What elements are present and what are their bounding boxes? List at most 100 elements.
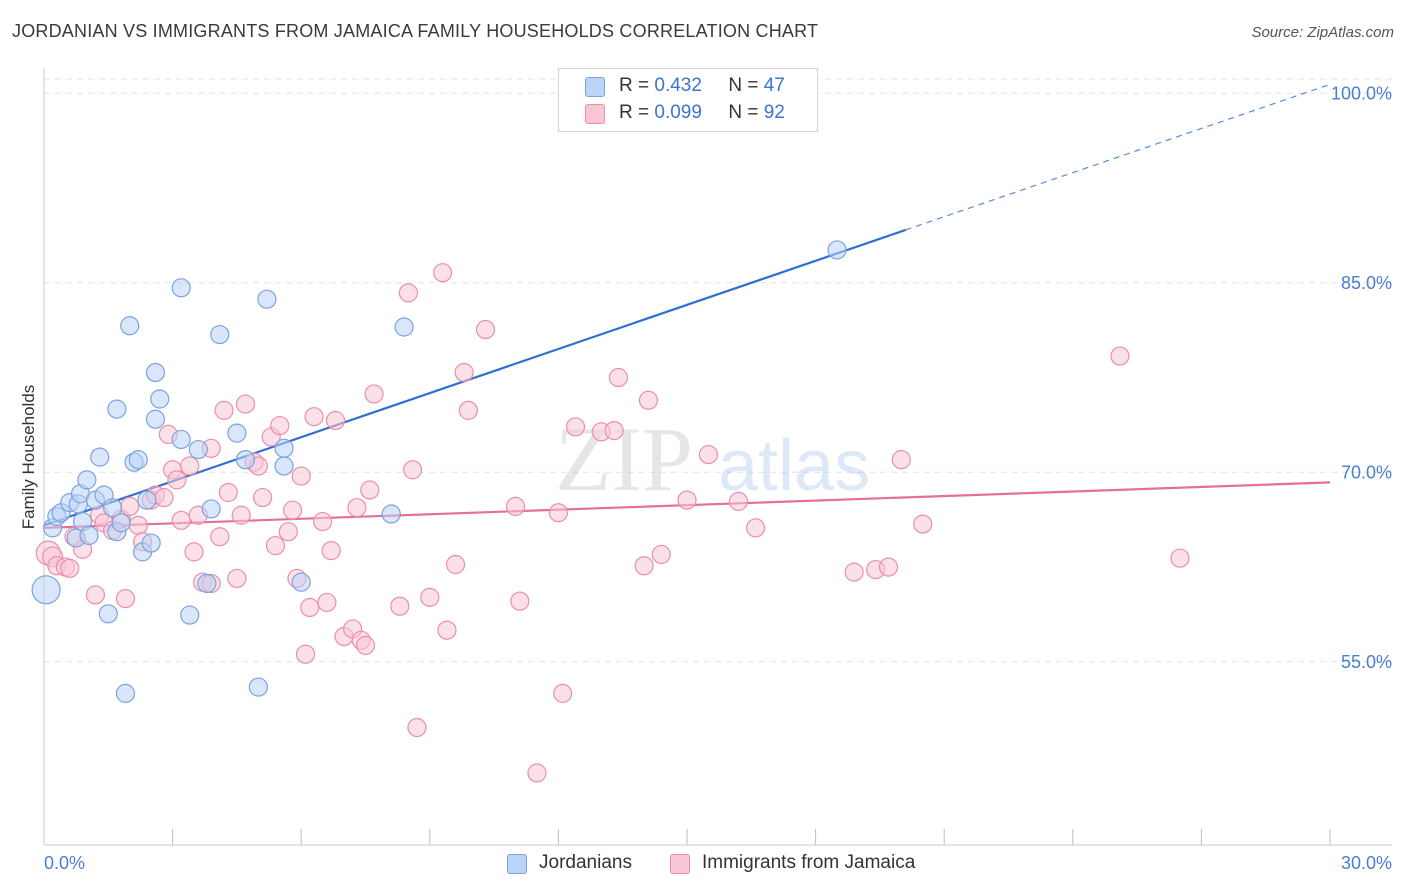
jamaica-point: [698, 445, 719, 465]
jordanians-point: [128, 450, 148, 470]
jordanians-trend-line: [43, 228, 906, 527]
jamaica-point: [300, 597, 320, 618]
jordanians-point: [111, 513, 131, 533]
legend-label-jamaica: Immigrants from Jamaica: [702, 852, 916, 873]
watermark: ZIP atlas: [555, 408, 870, 510]
jamaica-point: [355, 635, 376, 655]
jamaica-point: [420, 587, 440, 607]
jamaica-point: [321, 541, 341, 561]
jamaica-point: [270, 415, 290, 436]
jordanians-point: [171, 429, 191, 450]
jordanians-point: [381, 504, 401, 524]
jordanians-point: [227, 423, 247, 443]
jordanians-point: [31, 575, 61, 605]
jamaica-point: [878, 557, 899, 577]
points-layer: [31, 240, 1190, 783]
jamaica-point: [235, 394, 256, 414]
jordanians-point: [145, 362, 166, 383]
jamaica-point: [553, 683, 573, 703]
jamaica-point: [171, 510, 191, 530]
jamaica-point: [913, 514, 933, 534]
jordanians-point: [90, 447, 110, 467]
jordanians-point: [141, 533, 161, 553]
jordanians-point: [107, 399, 127, 419]
jamaica-point: [180, 456, 200, 476]
jamaica-point: [184, 542, 204, 562]
jordanians-point: [394, 317, 414, 337]
jamaica-point: [433, 263, 453, 283]
jamaica-point: [651, 544, 671, 565]
x-ticks: [172, 829, 1331, 845]
jamaica-point: [60, 558, 80, 578]
n-label: N =: [728, 75, 759, 96]
jordanians-point: [197, 573, 217, 594]
jamaica-point: [634, 556, 654, 576]
jamaica-point: [210, 527, 230, 547]
y-axis-title: Family Households: [19, 385, 38, 530]
jordanians-point: [188, 439, 208, 460]
jamaica-point: [445, 554, 466, 575]
y-tick-label: 55.0%: [1341, 652, 1392, 672]
jamaica-point: [128, 515, 148, 535]
jamaica-point: [364, 384, 384, 404]
watermark-atlas: atlas: [718, 426, 870, 506]
chart-title: JORDANIAN VS IMMIGRANTS FROM JAMAICA FAM…: [12, 21, 819, 41]
jamaica-point: [475, 319, 496, 340]
jordanians-point: [257, 289, 277, 309]
y-tick-label: 70.0%: [1341, 462, 1392, 482]
jamaica-point: [325, 410, 346, 431]
jamaica-point: [1170, 548, 1190, 568]
jamaica-point: [527, 763, 547, 783]
jamaica-point: [291, 466, 311, 486]
jamaica-point: [505, 496, 526, 517]
jamaica-point: [227, 568, 247, 589]
jamaica-point: [510, 591, 530, 611]
jamaica-swatch: [585, 104, 605, 124]
jamaica-point: [304, 407, 324, 427]
jamaica-point: [1110, 346, 1130, 366]
jordanians-trend-extension: [905, 83, 1331, 231]
jamaica-point: [218, 482, 238, 503]
jordanians-point: [98, 604, 118, 624]
jordanians-point: [201, 499, 221, 519]
r-label: R =: [619, 102, 650, 123]
y-tick-label: 85.0%: [1341, 273, 1392, 293]
jamaica-point: [317, 592, 337, 613]
r-value: 0.432: [654, 75, 702, 96]
jamaica-point: [231, 505, 251, 525]
jamaica-point: [154, 487, 174, 508]
jordanians-swatch: [507, 854, 527, 874]
jordanians-point: [274, 438, 294, 458]
jamaica-point: [608, 367, 629, 388]
jamaica-point: [458, 400, 478, 420]
jamaica-point: [677, 490, 697, 510]
stats-legend: R = 0.432 N = 47 R = 0.099 N = 92: [558, 68, 818, 132]
jamaica-point: [295, 644, 316, 664]
jamaica-point: [115, 589, 136, 609]
jamaica-point: [214, 400, 234, 420]
jamaica-point: [891, 450, 911, 470]
axes-layer: [43, 68, 1392, 846]
jamaica-point: [437, 620, 457, 640]
jordanians-point: [102, 498, 123, 518]
jamaica-point: [403, 460, 423, 480]
jamaica-point: [360, 480, 380, 500]
jamaica-point: [745, 518, 766, 538]
jordanians-point: [210, 324, 230, 345]
jamaica-point: [398, 283, 418, 303]
jamaica-point: [407, 717, 427, 738]
jamaica-point: [313, 511, 333, 532]
jamaica-point: [347, 498, 367, 518]
r-value: 0.099: [654, 102, 702, 123]
jamaica-point: [278, 522, 298, 542]
jordanians-point: [291, 572, 311, 592]
jordanians-point: [120, 316, 140, 336]
jamaica-point: [604, 421, 624, 441]
jamaica-point: [85, 585, 106, 605]
jordanians-point: [77, 470, 97, 490]
jamaica-point: [283, 500, 303, 520]
source-label: Source: ZipAtlas.com: [1251, 24, 1394, 41]
jamaica-point: [454, 362, 474, 383]
r-label: R =: [619, 75, 650, 96]
